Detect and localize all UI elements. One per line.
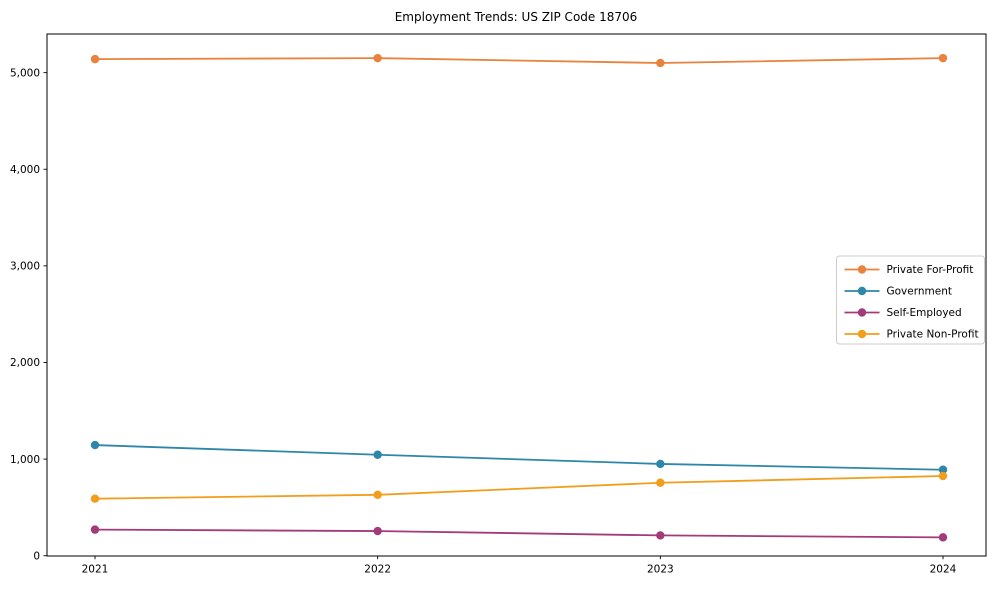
legend-sample-marker (857, 286, 867, 296)
data-point-marker (90, 494, 100, 503)
series-line-private-for-profit (94, 57, 944, 64)
legend-label: Private Non-Profit (887, 329, 979, 341)
series-line-government (94, 444, 944, 471)
legend-label: Private For-Profit (887, 264, 974, 276)
legend-sample-marker (857, 329, 867, 339)
data-point-marker (938, 533, 948, 542)
plot-frame (46, 33, 987, 557)
y-tick-label: 5,000 (10, 67, 40, 79)
series-line-self-employed (94, 528, 944, 539)
y-tick-label: 0 (33, 550, 40, 562)
data-point-marker (656, 459, 665, 469)
x-tick-label: 2024 (930, 564, 957, 576)
data-point-marker (373, 526, 382, 536)
y-axis: 0 1,000 2,000 3,000 4,000 5,000 (10, 67, 47, 562)
y-tick-label: 4,000 (10, 164, 40, 176)
legend-sample-marker (857, 308, 867, 317)
chart-title: Employment Trends: US ZIP Code 18706 (395, 10, 638, 24)
data-point-marker (90, 525, 100, 534)
legend-label: Self-Employed (887, 307, 962, 319)
x-tick-label: 2021 (82, 564, 109, 576)
legend-box (836, 255, 985, 345)
x-tick-label: 2023 (647, 564, 674, 576)
y-tick-label: 3,000 (10, 261, 40, 273)
data-point-marker (90, 440, 100, 450)
data-point-marker (656, 531, 665, 540)
data-point-marker (373, 490, 382, 500)
legend-sample-marker (857, 265, 867, 274)
data-point-marker (373, 53, 382, 63)
series-group (90, 53, 948, 542)
data-point-marker (656, 58, 665, 68)
series-line-private-non-profit (94, 475, 944, 500)
data-point-marker (938, 465, 948, 474)
y-tick-label: 2,000 (10, 357, 40, 369)
data-point-marker (938, 53, 948, 63)
data-point-marker (656, 478, 665, 487)
y-tick-label: 1,000 (10, 454, 40, 466)
x-tick-label: 2022 (364, 564, 391, 576)
data-point-marker (90, 54, 100, 64)
legend-label: Government (887, 286, 952, 298)
legend: Private For-Profit Government Self-Employe… (836, 255, 985, 345)
data-point-marker (373, 450, 382, 459)
x-axis: 2021 2022 2023 2024 (82, 555, 957, 576)
data-point-marker (938, 471, 948, 481)
